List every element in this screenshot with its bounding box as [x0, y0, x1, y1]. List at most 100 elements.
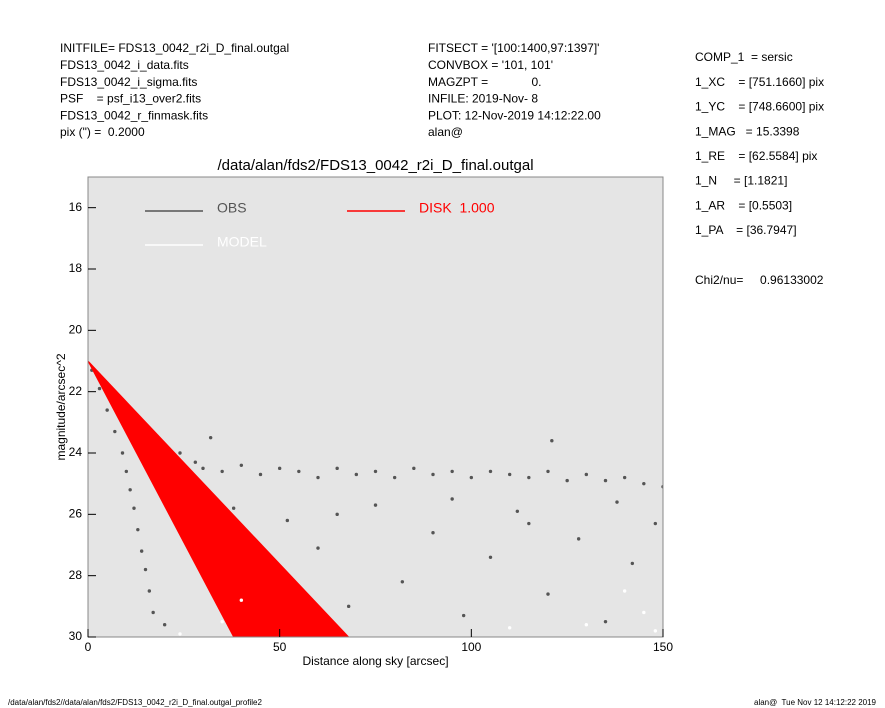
point — [653, 521, 658, 526]
point — [105, 408, 109, 412]
point — [120, 451, 125, 455]
header-line: CONVBOX = '101, 101' — [428, 58, 553, 72]
chi2: Chi2/nu= 0.96133002 — [695, 273, 824, 287]
point — [488, 469, 493, 474]
legend-label: OBS — [217, 200, 247, 216]
x-axis-label: Distance along sky [arcsec] — [302, 654, 448, 668]
point — [450, 469, 454, 474]
point — [285, 518, 290, 523]
y-tick-label: 18 — [69, 261, 83, 275]
point — [193, 460, 198, 464]
point — [201, 466, 205, 471]
point — [231, 506, 236, 510]
footer-right: alan@ Tue Nov 12 14:12:22 2019 — [754, 698, 877, 707]
fit-param: 1_PA = [36.7947] — [695, 223, 797, 237]
header-line: FDS13_0042_i_data.fits — [60, 58, 189, 72]
point — [615, 500, 619, 504]
point — [550, 439, 554, 443]
header-line: MAGZPT = 0. — [428, 75, 541, 89]
fit-param: COMP_1 = sersic — [695, 50, 793, 64]
point — [603, 619, 608, 624]
y-tick-label: 16 — [69, 200, 83, 214]
point — [507, 626, 512, 630]
x-tick-label: 50 — [273, 640, 287, 654]
y-tick-label: 26 — [69, 507, 83, 521]
point — [143, 567, 148, 572]
point — [565, 478, 569, 483]
point — [335, 512, 339, 517]
chart-title: /data/alan/fds2/FDS13_0042_r2i_D_final.o… — [217, 157, 533, 174]
legend-label: DISK 1.000 — [419, 200, 495, 216]
fit-param: 1_MAG = 15.3398 — [695, 124, 800, 138]
point — [622, 475, 627, 480]
header-line: FDS13_0042_i_sigma.fits — [60, 75, 197, 89]
point — [239, 463, 244, 467]
point — [220, 469, 224, 474]
y-tick-label: 28 — [69, 568, 83, 582]
point — [178, 451, 182, 455]
point — [354, 472, 359, 477]
point — [132, 506, 136, 510]
x-tick-label: 0 — [85, 640, 92, 654]
point — [469, 475, 474, 480]
point — [139, 549, 144, 553]
point — [431, 472, 435, 477]
point — [507, 472, 512, 477]
point — [124, 469, 129, 474]
point — [630, 561, 635, 566]
point — [527, 521, 531, 526]
plot-frame — [87, 176, 664, 638]
x-tick-label: 100 — [461, 640, 481, 654]
footer-left: /data/alan/fds2//data/alan/fds2/FDS13_00… — [8, 698, 263, 707]
point — [653, 629, 658, 633]
y-axis-label: magnitude/arcsec^2 — [54, 353, 68, 460]
point — [527, 475, 531, 480]
point — [277, 466, 282, 471]
fit-param: 1_XC = [751.1660] pix — [695, 75, 824, 89]
header-line: alan@ — [428, 125, 463, 139]
plot-area — [88, 177, 663, 637]
point — [162, 623, 167, 627]
point — [546, 469, 550, 474]
y-tick-label: 20 — [69, 323, 83, 337]
point — [642, 610, 646, 615]
y-tick-label: 24 — [69, 445, 83, 459]
fit-param: 1_N = [1.1821] — [695, 174, 787, 188]
x-tick-label: 150 — [653, 640, 673, 654]
header-line: FDS13_0042_r_finmask.fits — [60, 108, 208, 122]
point — [346, 604, 351, 609]
point — [488, 555, 493, 559]
point — [622, 589, 627, 593]
point — [642, 481, 646, 486]
point — [412, 466, 416, 471]
point — [584, 623, 589, 627]
point — [220, 619, 224, 624]
point — [576, 537, 581, 541]
point — [373, 469, 378, 474]
point — [147, 589, 152, 593]
point — [113, 429, 117, 434]
disk-area — [88, 360, 350, 637]
header-line: INITFILE= FDS13_0042_r2i_D_final.outgal — [60, 41, 289, 55]
point — [239, 598, 244, 602]
point — [515, 509, 520, 513]
point — [136, 527, 140, 532]
point — [461, 613, 466, 618]
point — [584, 472, 589, 477]
point — [335, 466, 339, 471]
fit-param: 1_YC = [748.6600] pix — [695, 100, 824, 114]
point — [128, 488, 132, 492]
point — [208, 435, 213, 440]
point — [316, 546, 320, 550]
point — [151, 610, 155, 615]
point — [297, 469, 301, 474]
point — [546, 592, 550, 596]
point — [316, 475, 320, 480]
legend-label: MODEL — [217, 234, 267, 250]
point — [603, 478, 608, 483]
point — [392, 475, 397, 480]
point — [431, 531, 435, 535]
point — [450, 497, 454, 501]
header-line: FITSECT = '[100:1400,97:1397]' — [428, 41, 599, 55]
